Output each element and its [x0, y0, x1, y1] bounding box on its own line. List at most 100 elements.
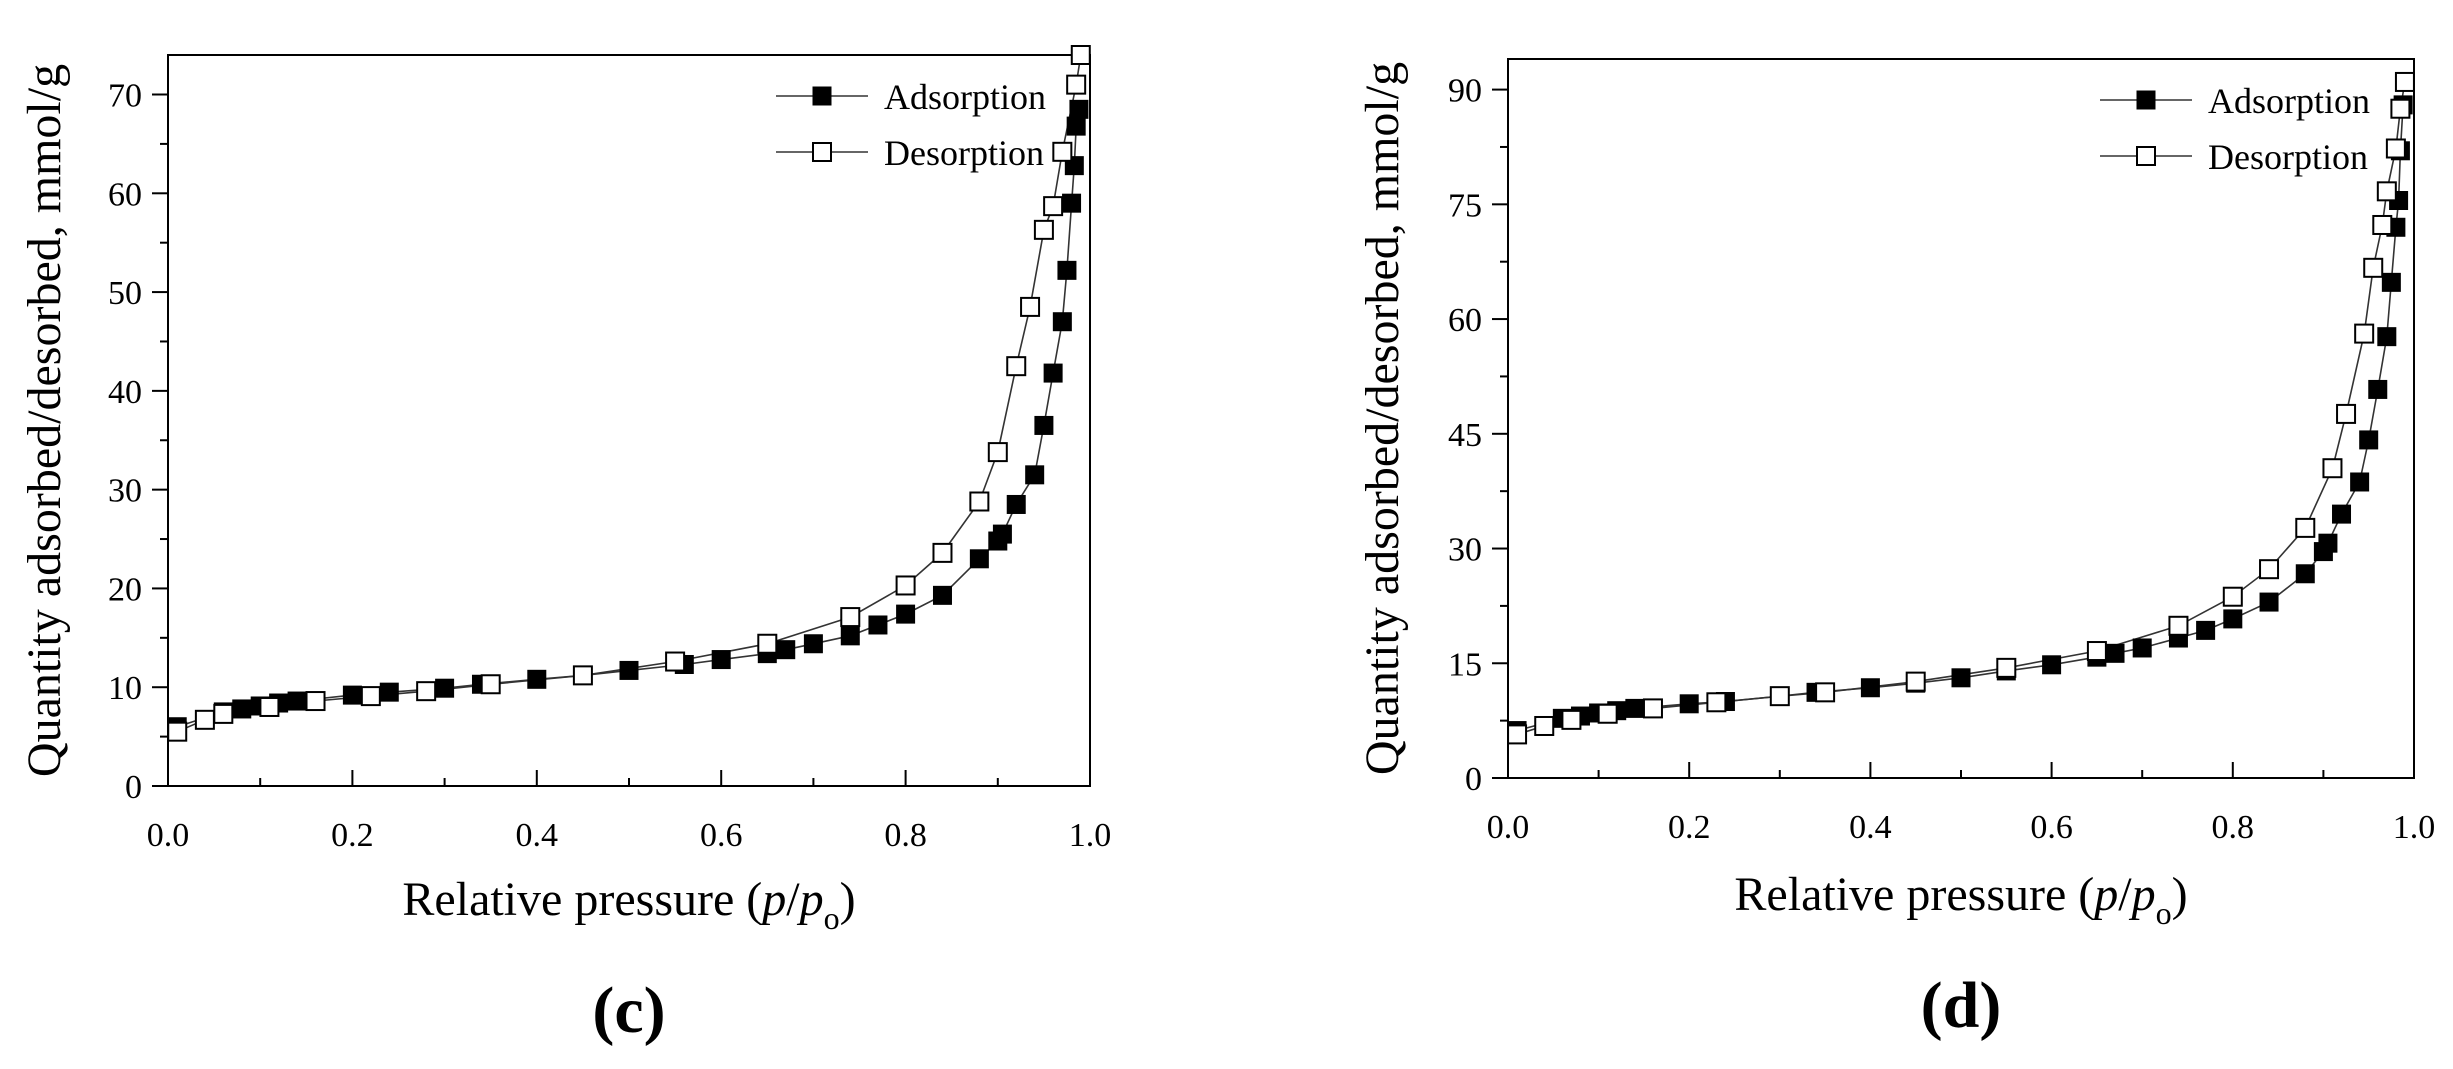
chart-d-desorption-point: [1561, 709, 1582, 730]
chart-c-x-axis-title-part: p: [759, 873, 786, 926]
chart-c-y-tick-label: 10: [108, 670, 142, 707]
chart-c-adsorption-point: [896, 604, 916, 624]
chart-c-adsorption-point: [1066, 116, 1086, 136]
chart-c-x-axis-title-part: /: [786, 873, 800, 926]
chart-c-desorption-point: [895, 575, 916, 596]
chart-c-adsorption-point: [1006, 494, 1026, 514]
chart-d-desorption-point: [1815, 682, 1836, 703]
chart-c-adsorption-point: [776, 640, 796, 660]
chart-d-x-axis-title-part: /: [2118, 868, 2132, 921]
chart-d-x-axis-title: Relative pressure (p/po): [1734, 868, 2187, 931]
chart-d-x-axis-title-part: ): [2172, 868, 2188, 921]
chart-d-adsorption-point: [2368, 379, 2388, 399]
chart-c-adsorption-point: [1025, 465, 1045, 485]
chart-c-y-tick-label: 40: [108, 374, 142, 411]
chart-c-x-axis-title-part: p: [797, 873, 824, 926]
chart-d-x-axis-title-part: p: [2129, 868, 2156, 921]
chart-d-desorption-point: [1534, 715, 1555, 736]
chart-d-adsorption-point: [2295, 564, 2315, 584]
chart-c-adsorption-point: [1043, 363, 1063, 383]
chart-d-adsorption-point: [2381, 272, 2401, 292]
chart-d-desorption-point: [1706, 692, 1727, 713]
chart-c-x-tick-label: 1.0: [1069, 817, 1112, 854]
chart-c-adsorption-point: [287, 691, 307, 711]
chart-d-desorption-point: [2354, 323, 2375, 344]
chart-d: 0.0 0.2 0.4 0.6 0.8 1.0 0 15 30 45 60 75 90 Quantity …: [1356, 58, 2436, 1042]
chart-d-desorption-point: [1905, 671, 1926, 692]
chart-c-adsorption-point: [992, 524, 1012, 544]
chart-c-desorption-point: [360, 686, 381, 707]
chart-c-adsorption-point: [342, 685, 362, 705]
chart-d-desorption-line: [1516, 81, 2406, 736]
chart-c-adsorption-point: [868, 615, 888, 635]
chart-c-adsorption-point: [1034, 415, 1054, 435]
chart-d-adsorption-point: [2350, 472, 2370, 492]
chart-c-y-tick-label: 50: [108, 275, 142, 312]
chart-d-desorption-point: [2390, 98, 2411, 119]
chart-c-desorption-point: [1066, 74, 1087, 95]
chart-d-legend-marker: [2136, 146, 2156, 166]
chart-d-desorption-point: [2363, 257, 2384, 278]
chart-c-adsorption-point: [232, 699, 252, 719]
chart-c-x-tick-label: 0.4: [516, 817, 559, 854]
chart-c-x-axis-title-part: ): [840, 873, 856, 926]
chart-c-desorption-point: [840, 607, 861, 628]
chart-d-x-axis-title-part: Relative pressure (: [1734, 868, 2094, 921]
chart-d-y-tick-label: 75: [1448, 187, 1482, 224]
chart-c-desorption-point: [1043, 196, 1064, 217]
chart-c-adsorption-point: [1069, 99, 1089, 119]
chart-c-legend-label: Adsorption: [884, 77, 1046, 117]
chart-d-x-axis-title-part: p: [2091, 868, 2118, 921]
chart-c-y-tick-label: 30: [108, 473, 142, 510]
chart-d-adsorption-point: [2377, 327, 2397, 347]
chart-d-adsorption-point: [2132, 638, 2152, 658]
chart-c-desorption-point: [1052, 141, 1073, 162]
chart-c-desorption-point: [1006, 356, 1027, 377]
chart-c-desorption-point: [194, 709, 215, 730]
chart-c-adsorption-point: [1052, 312, 1072, 332]
chart-c-y-tick-label: 20: [108, 571, 142, 608]
chart-d-y-tick-label: 60: [1448, 302, 1482, 339]
chart-d-desorption-point: [2086, 641, 2107, 662]
chart-d-adsorption-point: [1679, 694, 1699, 714]
chart-c-panel-label: (c): [592, 974, 665, 1047]
chart-c-adsorption-point: [1057, 260, 1077, 280]
chart-d-desorption-point: [2168, 615, 2189, 636]
chart-c-x-axis-title-part: o: [824, 900, 840, 936]
chart-d-desorption-point: [2295, 517, 2316, 538]
chart-d-x-tick-label: 0.4: [1849, 809, 1892, 846]
chart-c-desorption-point: [1070, 45, 1091, 65]
chart-d-adsorption-point: [2359, 430, 2379, 450]
chart-c-y-tick-label: 70: [108, 78, 142, 115]
chart-d-desorption-point: [1642, 698, 1663, 719]
chart-c-desorption-point: [213, 703, 234, 724]
chart-d-desorption-point: [2322, 458, 2343, 479]
chart-c-desorption-point: [1020, 296, 1041, 317]
chart-d-x-tick-label: 1.0: [2393, 809, 2436, 846]
chart-c-adsorption-point: [379, 682, 399, 702]
chart-c-y-axis-title: Quantity adsorbed/desorbed, mmol/g: [18, 64, 71, 777]
chart-d-desorption-point: [1996, 657, 2017, 678]
chart-c-desorption-point: [1033, 219, 1054, 240]
chart-c-legend-marker: [812, 142, 832, 162]
chart-c-desorption-point: [665, 651, 686, 672]
chart-d-desorption-point: [2259, 559, 2280, 580]
chart-c-x-axis-title-part: Relative pressure (: [402, 873, 762, 926]
chart-c-desorption-point: [259, 696, 280, 717]
chart-c-desorption-point: [969, 491, 990, 512]
chart-d-adsorption-point: [2105, 643, 2125, 663]
chart-c-adsorption-line: [176, 109, 1080, 728]
chart-d-desorption-point: [2376, 181, 2397, 202]
chart-d-x-tick-label: 0.8: [2212, 809, 2255, 846]
chart-c-x-tick-label: 0.6: [700, 817, 743, 854]
chart-c-adsorption-point: [969, 549, 989, 569]
chart-c-desorption-point: [167, 721, 188, 742]
chart-c-desorption-point: [932, 542, 953, 563]
chart-c: 0.0 0.2 0.4 0.6 0.8 1.0 0 10 20 30 40 50 60 70 Quantit…: [18, 45, 1112, 1047]
chart-d-y-tick-label: 15: [1448, 646, 1482, 683]
chart-c-desorption-point: [757, 633, 778, 654]
chart-d-adsorption-point: [2042, 655, 2062, 675]
chart-d-adsorption-point: [2259, 592, 2279, 612]
chart-c-desorption-point: [416, 681, 437, 702]
